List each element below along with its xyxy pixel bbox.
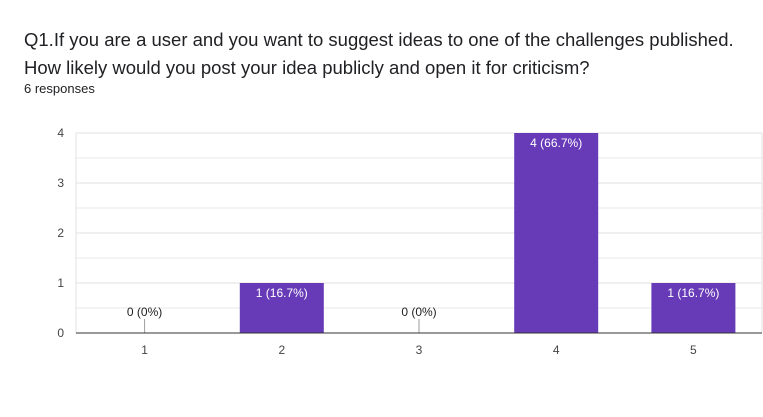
x-tick-label: 5	[690, 343, 697, 357]
data-label-2: 1 (16.7%)	[256, 286, 308, 300]
x-tick-label: 3	[416, 343, 423, 357]
y-tick-label: 2	[57, 226, 64, 240]
y-tick-label: 0	[57, 326, 64, 340]
data-label-1: 0 (0%)	[127, 305, 162, 319]
x-tick-label: 2	[278, 343, 285, 357]
question-title: Q1.If you are a user and you want to sug…	[24, 29, 734, 78]
data-label-5: 1 (16.7%)	[667, 286, 719, 300]
data-label-4: 4 (66.7%)	[530, 136, 582, 150]
response-count: 6 responses	[24, 81, 95, 96]
x-tick-label: 1	[141, 343, 148, 357]
bar-4	[514, 133, 599, 333]
bar-5	[651, 283, 736, 333]
y-tick-label: 4	[57, 126, 64, 140]
y-tick-label: 1	[57, 276, 64, 290]
x-tick-label: 4	[553, 343, 560, 357]
y-tick-label: 3	[57, 176, 64, 190]
bar-2	[239, 283, 324, 333]
data-label-3: 0 (0%)	[401, 305, 436, 319]
